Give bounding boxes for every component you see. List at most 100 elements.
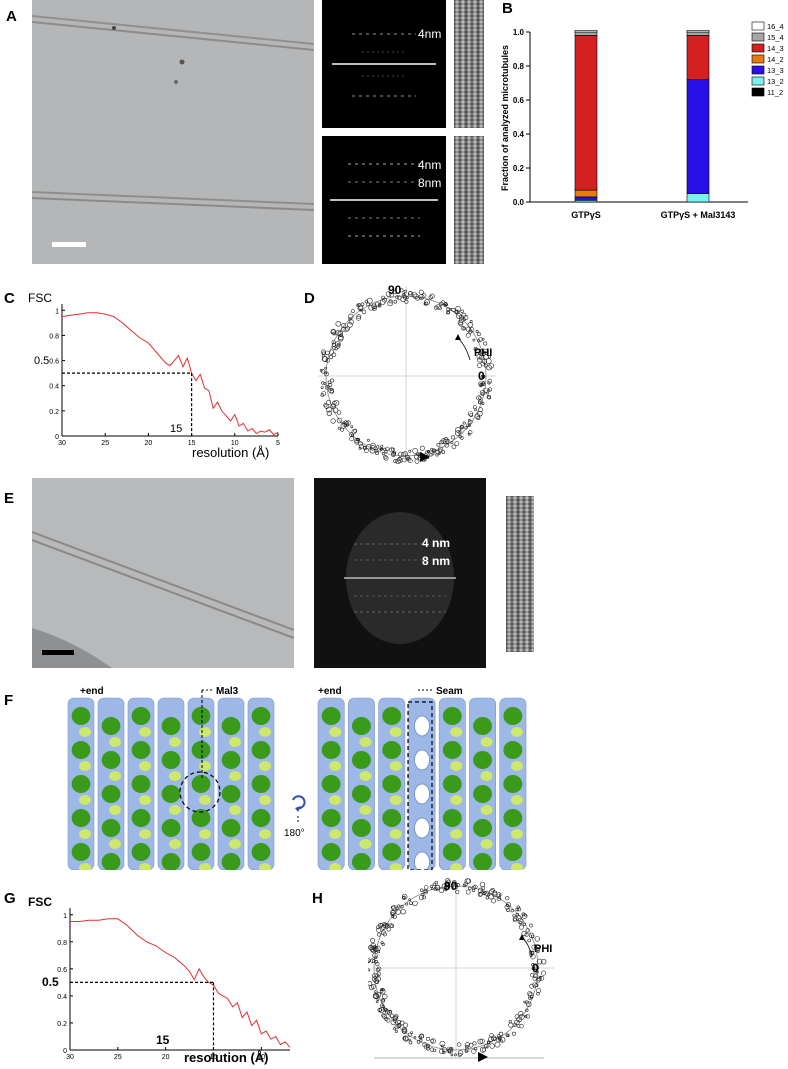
- polar-label-phi: PHI: [534, 943, 552, 955]
- polar-point: [438, 887, 445, 893]
- x-tick-label: 15: [188, 440, 196, 447]
- polar-point: [370, 942, 376, 949]
- mal3-density-light: [389, 863, 402, 870]
- polar-point: [380, 444, 384, 448]
- polar-point: [405, 902, 409, 906]
- bar-segment-16_4: [686, 30, 710, 33]
- mal3-density-light: [450, 863, 463, 870]
- y-tick-label: 0.4: [513, 130, 525, 139]
- polar-point: [367, 438, 370, 442]
- polar-point: [518, 924, 524, 930]
- mal3-density: [382, 775, 402, 793]
- mal3-density: [71, 775, 91, 793]
- polar-point: [403, 295, 408, 300]
- polar-point: [456, 310, 460, 314]
- mal3-density: [131, 809, 151, 827]
- mal3-density: [351, 819, 371, 837]
- polar-plot-d: 90 0 PHI: [318, 283, 496, 465]
- polar-point: [421, 892, 425, 896]
- mal3-density-light: [139, 829, 151, 839]
- polar-point: [462, 421, 466, 425]
- polar-point: [531, 963, 535, 967]
- plus-end-label-right: +end: [318, 686, 342, 697]
- mal3-density-light: [139, 761, 151, 771]
- legend-label-11_2: 11_2: [767, 88, 783, 97]
- mal3-density: [131, 843, 151, 861]
- polar-point: [419, 445, 425, 451]
- mal3-density: [442, 843, 462, 861]
- polar-point: [366, 297, 373, 304]
- polar-point: [348, 313, 354, 320]
- polar-point: [528, 992, 534, 998]
- legend-swatch-11_2: [751, 87, 765, 97]
- polar-point: [391, 914, 395, 918]
- polar-point: [331, 329, 336, 335]
- polar-point: [526, 1001, 532, 1007]
- rotation-label: 180°: [284, 828, 305, 839]
- polar-point: [447, 1047, 454, 1054]
- mal3-density-light: [389, 795, 402, 805]
- polar-point: [401, 1029, 407, 1034]
- polar-point: [529, 983, 535, 989]
- polar-point: [456, 1042, 462, 1047]
- polar-point: [369, 448, 376, 454]
- polar-label-phi: PHI: [474, 347, 492, 359]
- polar-point: [379, 923, 384, 927]
- lattice-hole: [413, 749, 431, 771]
- polar-point: [474, 1047, 478, 1051]
- polar-point: [464, 1049, 468, 1053]
- polar-point: [379, 989, 384, 994]
- x-tick-label: 30: [58, 440, 66, 447]
- mal3-density: [382, 809, 402, 827]
- polar-point: [388, 1009, 392, 1014]
- fft-a-top: 4nm: [322, 0, 446, 128]
- bar-segment-14_2: [574, 189, 598, 198]
- mal3-density: [131, 741, 151, 759]
- polar-point: [472, 1041, 477, 1046]
- polar-point: [325, 350, 330, 356]
- polar-point: [444, 885, 449, 890]
- mal3-density: [101, 819, 121, 837]
- polar-point: [387, 300, 393, 307]
- mal3-density: [161, 785, 181, 803]
- polar-point: [450, 1053, 454, 1057]
- polar-point: [381, 998, 385, 1002]
- polar-point: [438, 306, 442, 310]
- polar-point: [477, 887, 484, 894]
- mal3-density-light: [169, 805, 181, 815]
- polar-point: [377, 303, 381, 307]
- polar-point: [515, 912, 520, 917]
- mal3-density-light: [359, 839, 372, 849]
- fsc-curve: [61, 312, 279, 436]
- seam-label: Seam: [436, 686, 463, 697]
- chart-b-ylabel: Fraction of analyzed microtubules: [500, 45, 510, 191]
- mal3-density: [71, 707, 91, 725]
- polar-point: [368, 981, 373, 986]
- polar-point: [476, 395, 482, 401]
- polar-point: [525, 1008, 529, 1013]
- polar-label-0: 0: [532, 961, 539, 975]
- mal3-density-light: [229, 839, 241, 849]
- mal3-density-light: [359, 771, 372, 781]
- mal3-density: [161, 819, 181, 837]
- mal3-density: [351, 853, 371, 870]
- projection-strip-a-bottom: [454, 136, 484, 264]
- polar-point: [436, 442, 441, 447]
- threshold-x-label: 15: [156, 1033, 170, 1047]
- fft-label-4nm: 4 nm: [422, 536, 451, 550]
- polar-point: [338, 334, 344, 341]
- polar-point: [473, 347, 478, 352]
- panel-label-d: D: [304, 290, 315, 307]
- x-tick-label: 15: [210, 1054, 218, 1061]
- mal3-density-light: [109, 737, 121, 747]
- polar-point: [464, 426, 468, 430]
- mal3-density: [191, 707, 211, 725]
- polar-point: [467, 322, 474, 328]
- polar-point: [400, 296, 406, 303]
- legend-label-14_3: 14_3: [767, 44, 784, 53]
- polar-point: [475, 329, 479, 333]
- polar-point: [492, 891, 498, 898]
- polar-point: [454, 441, 460, 446]
- polar-point: [340, 423, 347, 429]
- polar-point: [423, 1044, 429, 1050]
